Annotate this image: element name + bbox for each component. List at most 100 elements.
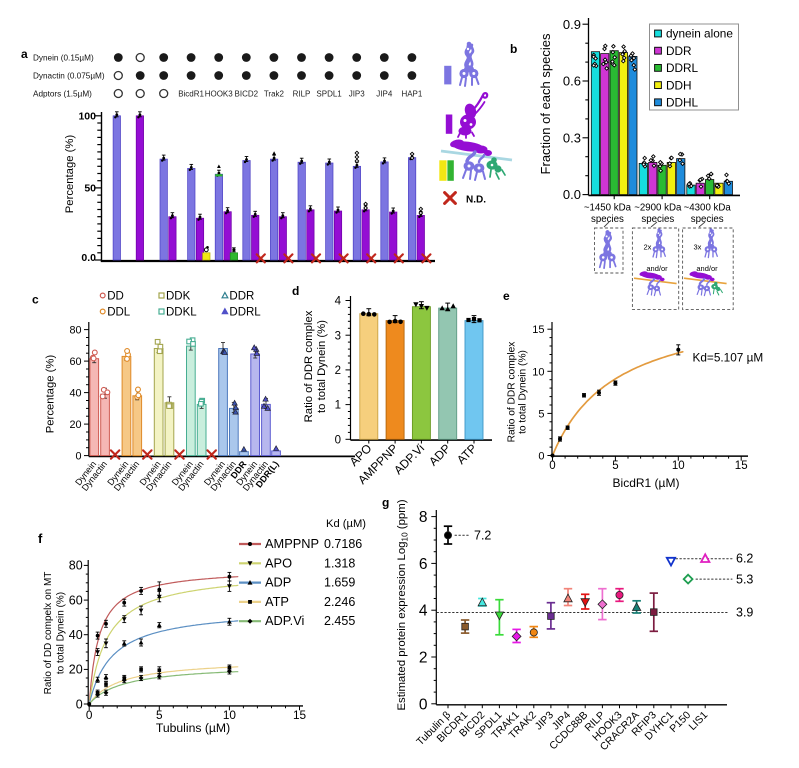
svg-text:N.D.: N.D.	[466, 195, 486, 206]
svg-text:RILP: RILP	[293, 89, 311, 98]
svg-text:0: 0	[335, 434, 341, 446]
svg-text:0.9: 0.9	[563, 17, 581, 32]
svg-text:15: 15	[532, 324, 544, 336]
svg-text:Adptors (1.5µM): Adptors (1.5µM)	[33, 90, 92, 99]
svg-text:b: b	[510, 42, 517, 56]
svg-text:species: species	[641, 214, 674, 225]
svg-text:BicdR1: BicdR1	[178, 89, 204, 98]
svg-text:ATP: ATP	[265, 594, 289, 609]
svg-text:1.318: 1.318	[324, 556, 355, 570]
svg-text:7.2: 7.2	[474, 529, 491, 543]
svg-text:0: 0	[549, 460, 555, 472]
svg-text:and/or: and/or	[696, 264, 718, 273]
svg-text:c: c	[32, 293, 39, 307]
svg-text:10: 10	[532, 366, 544, 378]
svg-text:2: 2	[419, 650, 428, 667]
svg-text:Kd (µM): Kd (µM)	[326, 518, 366, 530]
svg-text:f: f	[38, 531, 43, 546]
svg-text:DDKL: DDKL	[166, 307, 197, 319]
svg-text:DDK: DDK	[166, 291, 191, 303]
svg-text:100: 100	[78, 111, 96, 123]
svg-text:Kd=5.107 µM: Kd=5.107 µM	[693, 351, 764, 365]
svg-text:ADP: ADP	[265, 575, 291, 590]
svg-text:80: 80	[69, 325, 81, 337]
svg-text:5: 5	[156, 708, 163, 722]
svg-text:Dynein (0.15µM): Dynein (0.15µM)	[33, 54, 94, 63]
svg-text:4: 4	[419, 603, 428, 620]
svg-text:15: 15	[735, 460, 748, 472]
svg-text:Ratio of DDR complex: Ratio of DDR complex	[303, 310, 315, 422]
svg-text:1: 1	[335, 400, 341, 412]
svg-text:~4300 kDa: ~4300 kDa	[684, 203, 732, 214]
svg-text:Ratio of DDR complex: Ratio of DDR complex	[507, 342, 518, 443]
svg-text:80: 80	[69, 559, 83, 573]
svg-text:50: 50	[84, 183, 96, 195]
svg-text:and/or: and/or	[646, 264, 668, 273]
svg-text:DD: DD	[107, 291, 124, 303]
svg-text:e: e	[503, 289, 510, 303]
svg-text:6: 6	[419, 556, 428, 573]
svg-text:2: 2	[335, 365, 341, 377]
svg-text:20: 20	[69, 419, 81, 431]
svg-text:0: 0	[419, 696, 428, 713]
svg-text:10: 10	[223, 708, 237, 722]
svg-text:3: 3	[335, 330, 341, 342]
svg-text:0: 0	[86, 708, 93, 722]
svg-text:DDRL: DDRL	[666, 61, 699, 75]
svg-text:to total Dynein (%): to total Dynein (%)	[316, 320, 328, 413]
svg-text:HOOK3: HOOK3	[205, 89, 234, 98]
svg-text:JIP3: JIP3	[349, 89, 366, 98]
svg-text:Dynactin (0.075µM): Dynactin (0.075µM)	[33, 72, 105, 81]
svg-text:~2900 kDa: ~2900 kDa	[634, 203, 682, 214]
svg-text:a: a	[21, 47, 28, 61]
svg-text:Fraction of each species: Fraction of each species	[538, 33, 553, 174]
svg-text:species: species	[591, 214, 624, 225]
svg-text:0.6: 0.6	[563, 74, 581, 89]
svg-text:3.9: 3.9	[736, 606, 753, 620]
svg-text:0: 0	[75, 451, 81, 463]
svg-text:2x: 2x	[644, 243, 652, 252]
svg-text:dynein alone: dynein alone	[666, 27, 733, 41]
svg-text:species: species	[691, 214, 724, 225]
svg-text:0.0: 0.0	[81, 252, 96, 264]
svg-text:0.7186: 0.7186	[324, 537, 362, 551]
svg-text:5: 5	[612, 460, 618, 472]
svg-text:to total Dynein (%): to total Dynein (%)	[518, 350, 529, 434]
svg-text:APO: APO	[265, 555, 292, 570]
svg-text:0: 0	[538, 451, 544, 463]
svg-text:1.659: 1.659	[324, 576, 355, 590]
svg-text:2.455: 2.455	[324, 614, 355, 628]
svg-text:Percentage (%): Percentage (%)	[64, 135, 76, 214]
svg-text:to total Dynein (%): to total Dynein (%)	[56, 592, 67, 674]
svg-text:DDHL: DDHL	[666, 96, 699, 110]
svg-text:10: 10	[672, 460, 685, 472]
svg-text:AMPPNP: AMPPNP	[265, 536, 319, 551]
svg-text:40: 40	[69, 628, 83, 642]
svg-text:~1450 kDa: ~1450 kDa	[584, 203, 632, 214]
svg-text:Tubulins (µM): Tubulins (µM)	[156, 721, 230, 735]
svg-text:JIP4: JIP4	[376, 89, 393, 98]
svg-text:40: 40	[69, 388, 81, 400]
svg-text:DDR: DDR	[229, 291, 254, 303]
svg-text:Estimated protein expression L: Estimated protein expression Log10 (ppm)	[396, 499, 409, 710]
svg-text:60: 60	[69, 593, 83, 607]
svg-text:d: d	[292, 284, 299, 298]
svg-text:DDRL: DDRL	[229, 307, 261, 319]
svg-text:HAP1: HAP1	[401, 89, 422, 98]
svg-text:0: 0	[76, 697, 83, 711]
svg-text:g: g	[382, 496, 389, 510]
svg-text:DDL: DDL	[107, 307, 131, 319]
svg-text:15: 15	[293, 708, 307, 722]
svg-text:DDR: DDR	[666, 44, 692, 58]
svg-text:4: 4	[335, 296, 342, 308]
svg-text:BicdR1 (µM): BicdR1 (µM)	[613, 476, 680, 490]
svg-text:3x: 3x	[694, 243, 702, 252]
svg-text:BICD2: BICD2	[235, 89, 259, 98]
svg-text:DDH: DDH	[666, 78, 692, 92]
svg-text:5.3: 5.3	[736, 573, 753, 587]
svg-text:5: 5	[538, 408, 544, 420]
svg-text:8: 8	[419, 509, 428, 526]
svg-text:20: 20	[69, 663, 83, 677]
svg-text:Percentage (%): Percentage (%)	[45, 355, 57, 434]
svg-text:SPDL1: SPDL1	[316, 89, 342, 98]
